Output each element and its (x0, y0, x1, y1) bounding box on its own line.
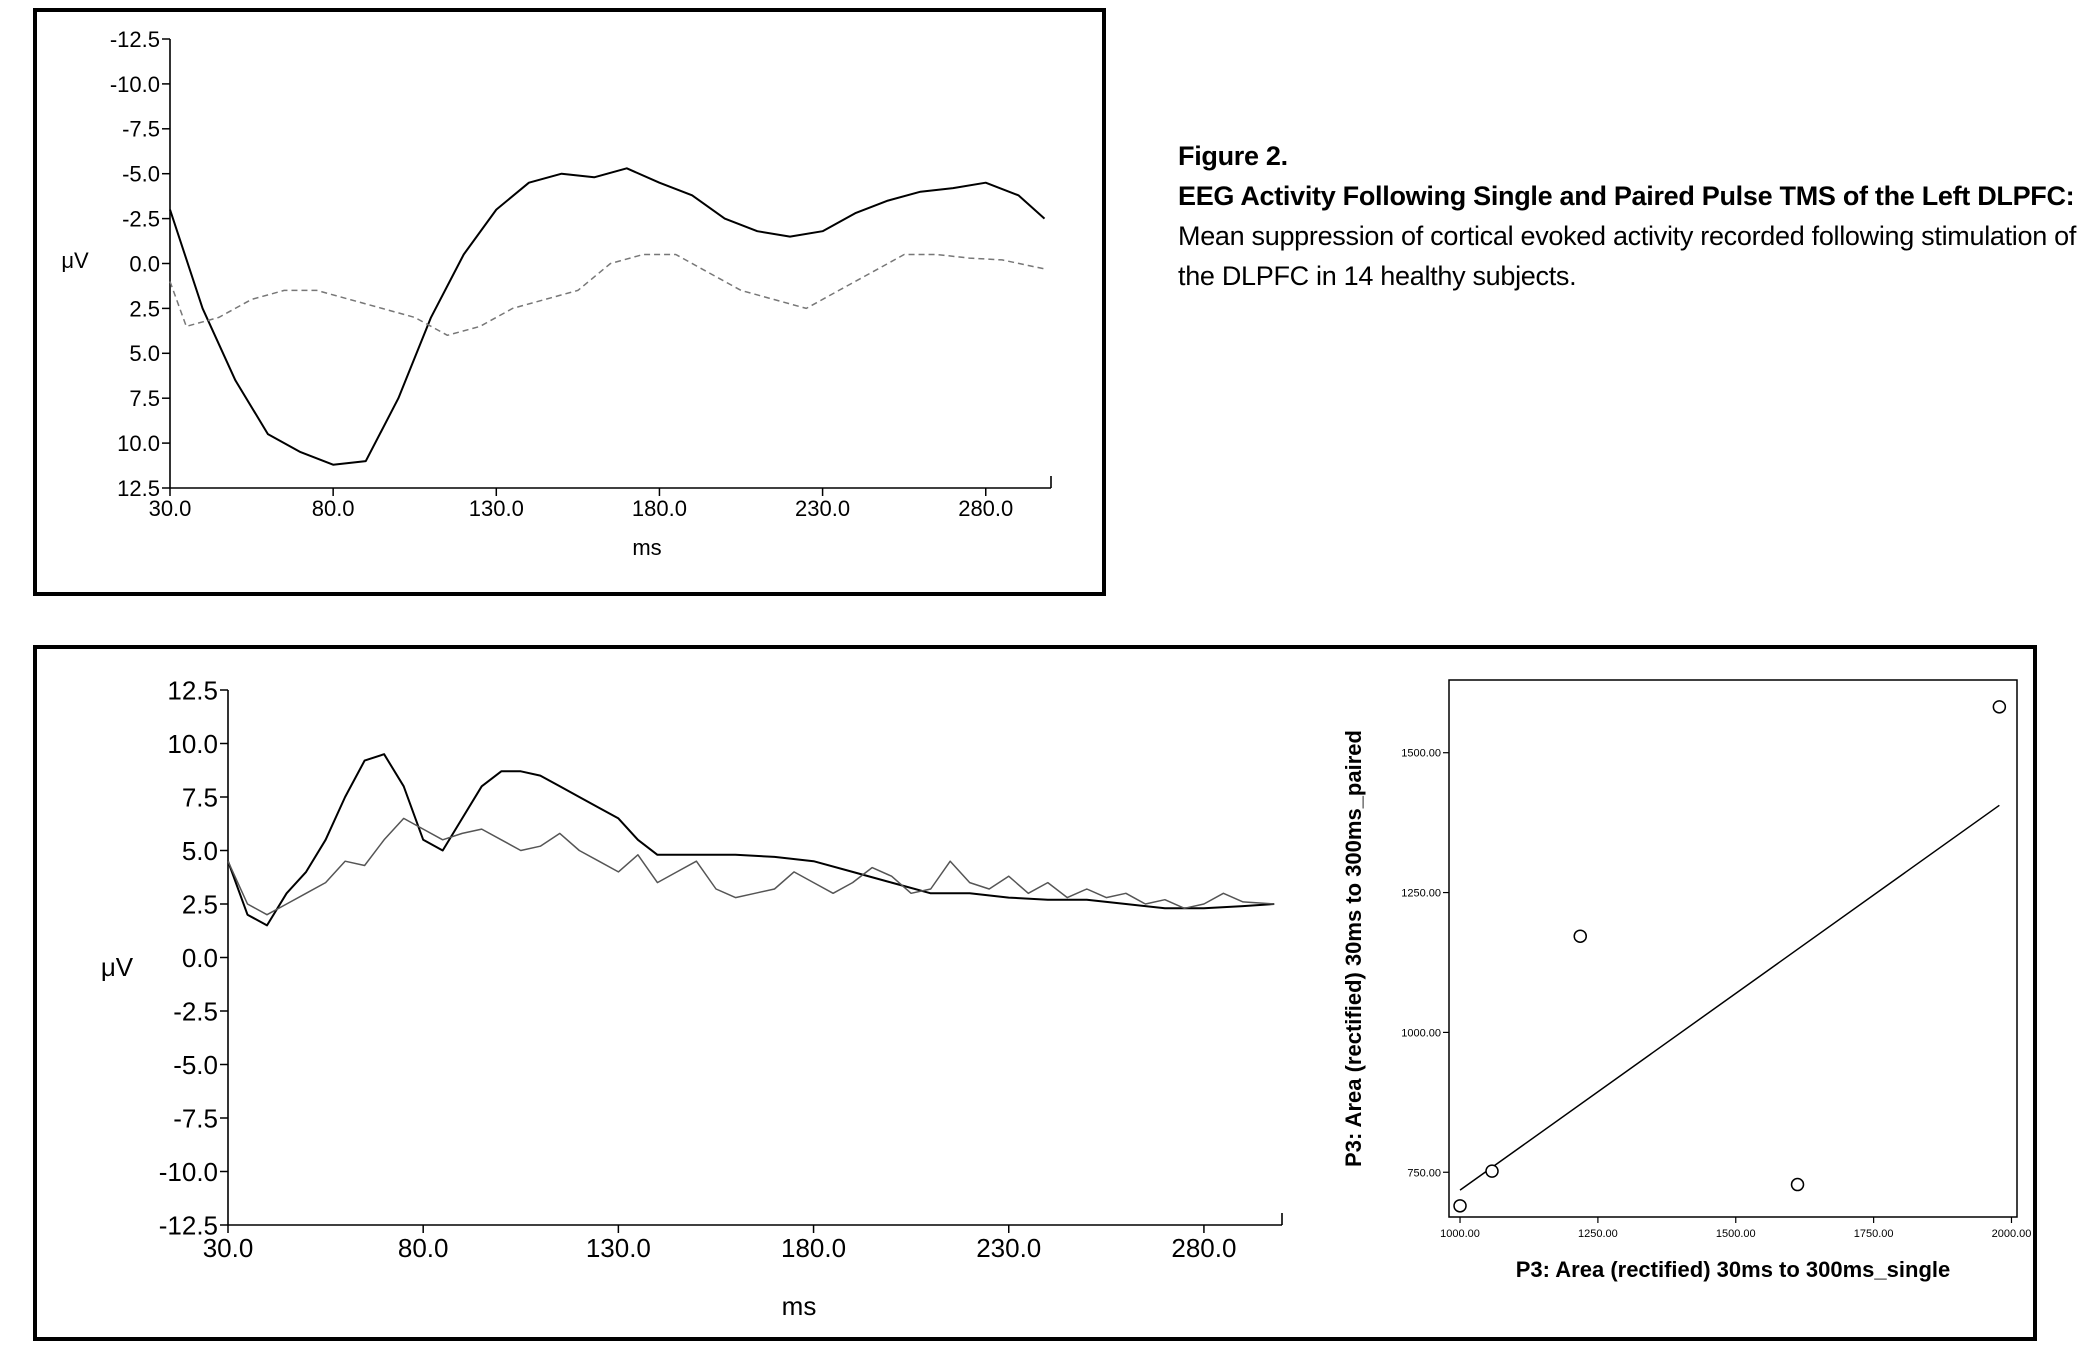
y-tick-label: 5.0 (182, 836, 218, 866)
y-axis-label: P3: Area (rectified) 30ms to 300ms_paire… (1341, 730, 1366, 1167)
x-tick-label: 180.0 (781, 1233, 846, 1263)
y-tick-label: 10.0 (167, 729, 218, 759)
y-axis-label: μV (101, 952, 134, 982)
scatter-point (1790, 1177, 1805, 1192)
y-tick-label: 12.5 (117, 476, 160, 501)
x-axis-label: ms (632, 535, 661, 560)
y-tick-label: 1250.00 (1401, 888, 1441, 900)
x-tick-label: 2000.00 (1992, 1228, 2032, 1240)
y-tick-label: 7.5 (129, 386, 160, 411)
figure-title: EEG Activity Following Single and Paired… (1178, 181, 2075, 211)
y-tick-label: 0.0 (129, 251, 160, 276)
x-tick-label: 180.0 (632, 496, 687, 521)
x-tick-label: 130.0 (586, 1233, 651, 1263)
x-axis-label: P3: Area (rectified) 30ms to 300ms_singl… (1516, 1257, 1950, 1282)
x-tick-label: 1000.00 (1440, 1228, 1480, 1240)
top-chart-panel: -12.5 -10.0 -7.5 -5.0 -2.5 0.0 2.5 5.0 7.5 10.0 12… (33, 8, 1106, 596)
scatter-point (1573, 929, 1587, 943)
series-1-line (169, 167, 1046, 466)
eeg-chart-bottom: 12.5 10.0 7.5 5.0 2.5 0.0 -2.5 -5.0 -7.5 -10.0 -12… (101, 675, 1283, 1321)
y-tick-label: -2.5 (173, 996, 218, 1026)
x-tick-label: 280.0 (958, 496, 1013, 521)
figure-text: Mean suppression of cortical evoked acti… (1178, 221, 2077, 291)
x-tick-label: 1750.00 (1854, 1228, 1894, 1240)
y-tick-label: 2.5 (129, 296, 160, 321)
y-tick-label: -2.5 (122, 207, 160, 232)
x-axis-label: ms (782, 1291, 817, 1321)
x-tick-label: 230.0 (976, 1233, 1041, 1263)
y-tick-label: 12.5 (167, 675, 218, 705)
x-tick-label: 130.0 (469, 496, 524, 521)
y-tick-label: -12.5 (159, 1210, 218, 1240)
x-tick-label: 80.0 (398, 1233, 449, 1263)
figure-label: Figure 2. (1178, 141, 1288, 171)
y-tick-label: 10.0 (117, 431, 160, 456)
x-tick-label: 30.0 (203, 1233, 254, 1263)
scatter-point (1453, 1199, 1467, 1213)
series-2-line (227, 817, 1275, 916)
y-tick-label: 5.0 (129, 341, 160, 366)
figure-caption: Figure 2. EEG Activity Following Single … (1178, 136, 2078, 296)
y-tick-label: 1500.00 (1401, 748, 1441, 760)
y-tick-label: 1000.00 (1401, 1027, 1441, 1039)
y-tick-label: 750.00 (1407, 1167, 1441, 1179)
bottom-chart-panel: 12.5 10.0 7.5 5.0 2.5 0.0 -2.5 -5.0 -7.5 -10.0 -12… (33, 645, 2037, 1341)
scatter-point (1992, 700, 2007, 714)
x-tick-label: 280.0 (1171, 1233, 1236, 1263)
y-tick-label: -12.5 (110, 27, 160, 52)
x-tick-label: 230.0 (795, 496, 850, 521)
x-tick-label: 80.0 (312, 496, 355, 521)
fit-line (1459, 804, 2000, 1191)
x-tick-label: 1500.00 (1716, 1228, 1756, 1240)
y-tick-label: 7.5 (182, 782, 218, 812)
series-1-line (227, 753, 1275, 927)
x-tick-label: 30.0 (149, 496, 192, 521)
y-tick-label: -7.5 (122, 117, 160, 142)
y-tick-label: 0.0 (182, 943, 218, 973)
y-tick-label: -10.0 (110, 72, 160, 97)
y-tick-label: 2.5 (182, 889, 218, 919)
y-tick-label: -5.0 (122, 162, 160, 187)
y-axis-label: μV (61, 248, 89, 273)
series-2-line (169, 253, 1045, 337)
y-tick-label: -5.0 (173, 1050, 218, 1080)
eeg-chart-top: -12.5 -10.0 -7.5 -5.0 -2.5 0.0 2.5 5.0 7.5 10.0 12… (61, 27, 1052, 560)
y-tick-label: -10.0 (159, 1157, 218, 1187)
scatter-chart: 750.00 1000.00 1250.00 1500.00 1000.00 1250.0… (1341, 679, 2032, 1282)
x-tick-label: 1250.00 (1578, 1228, 1618, 1240)
y-tick-label: -7.5 (173, 1103, 218, 1133)
plot-frame (1448, 679, 2018, 1218)
scatter-point (1485, 1164, 1499, 1178)
